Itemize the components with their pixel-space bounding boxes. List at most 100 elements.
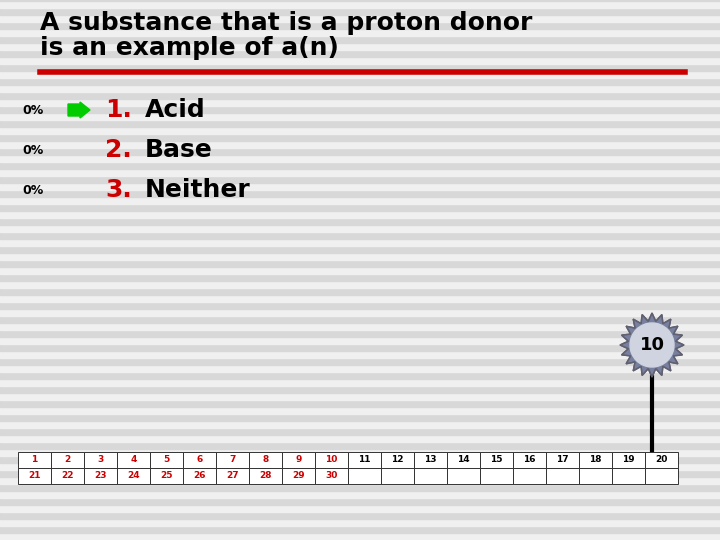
Text: 13: 13 [424, 456, 437, 464]
Bar [0, 477, 720, 484]
Bar [0, 8, 720, 15]
Bar [84, 468, 117, 484]
Text: 24: 24 [127, 471, 140, 481]
Text: 7: 7 [229, 456, 235, 464]
Bar [0, 134, 720, 141]
Bar [249, 452, 282, 468]
Text: Acid: Acid [145, 98, 206, 122]
Bar [117, 452, 150, 468]
Bar [381, 452, 414, 468]
Bar [546, 468, 579, 484]
Text: Base: Base [145, 138, 212, 162]
Bar [348, 468, 381, 484]
Bar [183, 468, 216, 484]
Bar [513, 468, 546, 484]
Bar [282, 468, 315, 484]
Bar [0, 78, 720, 85]
Bar [0, 197, 720, 204]
Bar [0, 246, 720, 253]
Text: 25: 25 [161, 471, 173, 481]
Text: 26: 26 [193, 471, 206, 481]
Bar [381, 468, 414, 484]
Text: 10: 10 [639, 336, 665, 354]
Bar [0, 414, 720, 421]
Text: 6: 6 [197, 456, 202, 464]
Bar [0, 442, 720, 449]
Bar [0, 232, 720, 239]
Bar [0, 253, 720, 260]
Bar [546, 452, 579, 468]
Text: 0%: 0% [22, 144, 43, 157]
Bar [0, 218, 720, 225]
Bar [612, 468, 645, 484]
Bar [480, 468, 513, 484]
Text: 5: 5 [163, 456, 170, 464]
Bar [0, 71, 720, 78]
Bar [282, 452, 315, 468]
Bar [0, 484, 720, 491]
Text: 2: 2 [64, 456, 71, 464]
Bar [0, 309, 720, 316]
Bar [0, 1, 720, 8]
Bar [0, 141, 720, 148]
Text: 21: 21 [28, 471, 41, 481]
Bar [216, 468, 249, 484]
Bar [183, 452, 216, 468]
Text: 22: 22 [61, 471, 73, 481]
Bar [513, 452, 546, 468]
Bar [414, 468, 447, 484]
Bar [0, 512, 720, 519]
Text: 11: 11 [359, 456, 371, 464]
Bar [0, 428, 720, 435]
Bar [150, 452, 183, 468]
Bar [0, 344, 720, 351]
Bar [0, 288, 720, 295]
Bar [0, 498, 720, 505]
Bar [0, 295, 720, 302]
Bar [0, 106, 720, 113]
Text: 1.: 1. [105, 98, 132, 122]
Polygon shape [620, 313, 684, 377]
Text: 27: 27 [226, 471, 239, 481]
Bar [0, 29, 720, 36]
Text: A substance that is a proton donor: A substance that is a proton donor [40, 11, 532, 35]
Text: is an example of a(n): is an example of a(n) [40, 36, 339, 60]
Bar [51, 468, 84, 484]
Bar [579, 468, 612, 484]
Bar [0, 43, 720, 50]
Bar [0, 491, 720, 498]
Bar [0, 169, 720, 176]
Circle shape [630, 323, 674, 367]
Bar [0, 190, 720, 197]
Bar [0, 36, 720, 43]
Bar [0, 85, 720, 92]
Bar [0, 183, 720, 190]
Bar [0, 358, 720, 365]
Bar [216, 452, 249, 468]
Bar [645, 468, 678, 484]
Text: 12: 12 [391, 456, 404, 464]
Bar [0, 267, 720, 274]
Bar [0, 393, 720, 400]
Bar [84, 452, 117, 468]
Text: 15: 15 [490, 456, 503, 464]
Bar [0, 225, 720, 232]
Bar [0, 120, 720, 127]
Bar [0, 365, 720, 372]
Text: 0%: 0% [22, 184, 43, 197]
Bar [579, 452, 612, 468]
Bar [0, 463, 720, 470]
Bar [0, 155, 720, 162]
Text: 28: 28 [259, 471, 271, 481]
Text: Neither: Neither [145, 178, 251, 202]
Text: 8: 8 [262, 456, 269, 464]
Bar [0, 113, 720, 120]
Bar [0, 526, 720, 533]
Bar [447, 468, 480, 484]
Bar [0, 211, 720, 218]
Bar [0, 505, 720, 512]
Text: 14: 14 [457, 456, 470, 464]
Bar [0, 421, 720, 428]
Bar [0, 162, 720, 169]
Bar [348, 452, 381, 468]
